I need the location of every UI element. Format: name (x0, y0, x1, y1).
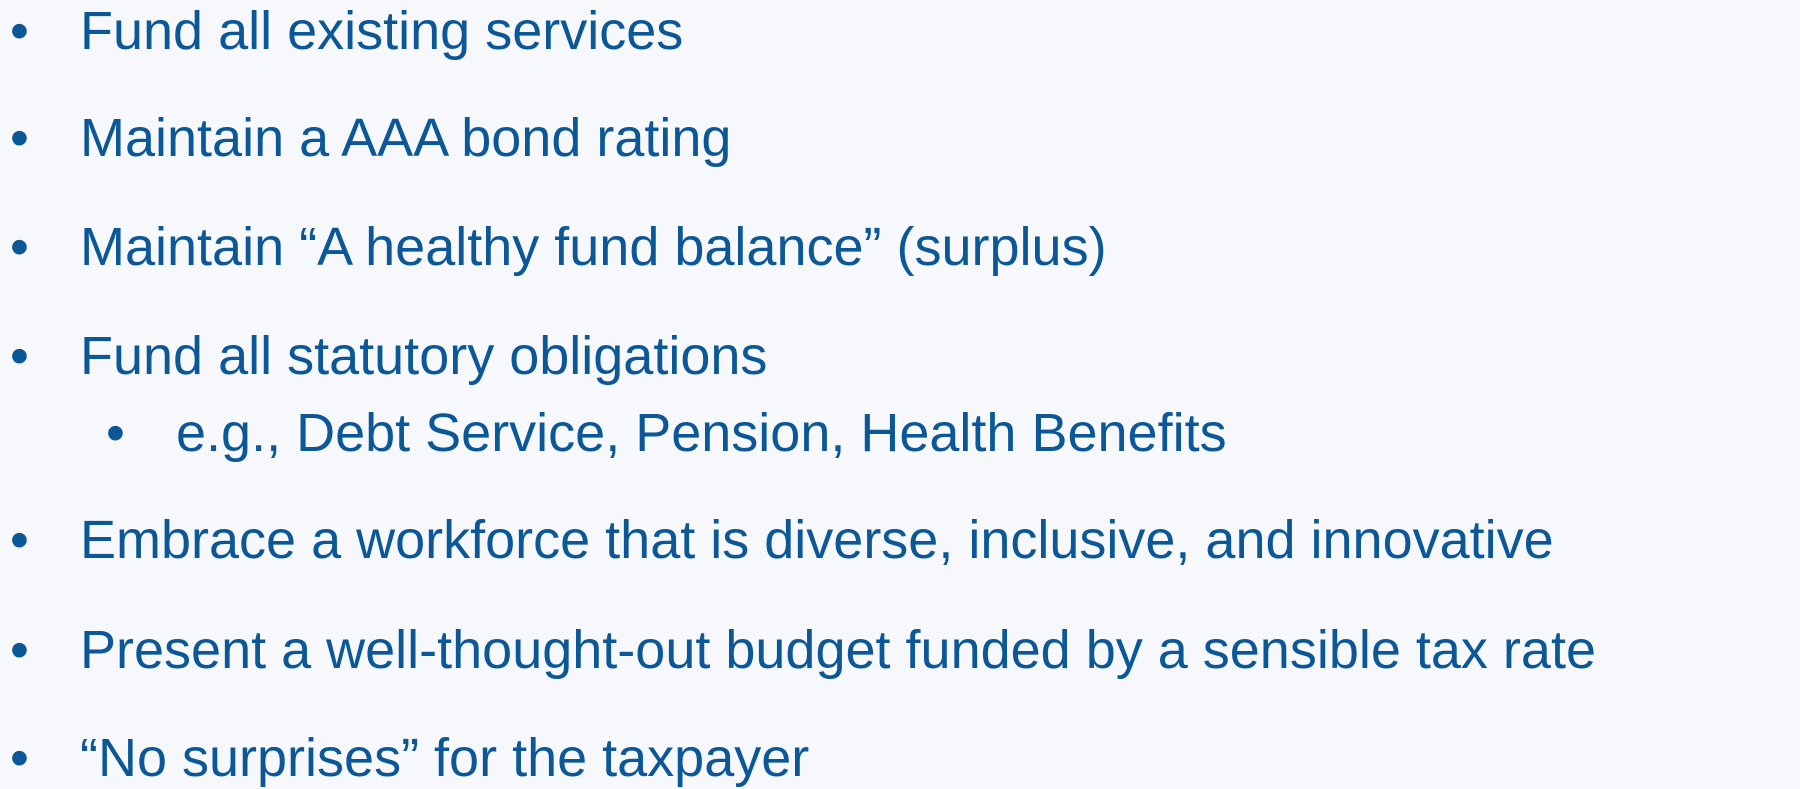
list-item: • Maintain a AAA bond rating (0, 108, 1800, 168)
bullet: • (10, 108, 29, 168)
list-item: • Fund all existing services (0, 1, 1800, 61)
bullet: • (10, 217, 29, 277)
list-item: • “No surprises” for the taxpayer (0, 728, 1800, 788)
list-item: • Present a well-thought-out budget funde… (0, 620, 1800, 680)
list-item: • Fund all statutory obligations (0, 326, 1800, 386)
bullet: • (10, 728, 29, 788)
bullet: • (106, 403, 125, 463)
item-text: “No surprises” for the taxpayer (80, 728, 810, 788)
item-text: Maintain a AAA bond rating (80, 108, 732, 168)
sub-item: • e.g., Debt Service, Pension, Health Ben… (0, 403, 1800, 463)
bullet: • (10, 1, 29, 61)
item-text: Present a well-thought-out budget funded… (80, 620, 1596, 680)
item-text: Embrace a workforce that is diverse, inc… (80, 510, 1554, 570)
list-item: • Maintain “A healthy fund balance” (surp… (0, 217, 1800, 277)
bullet: • (10, 620, 29, 680)
bullet: • (10, 326, 29, 386)
item-text: Maintain “A healthy fund balance” (surpl… (80, 217, 1107, 277)
bullet: • (10, 510, 29, 570)
sub-item-text: e.g., Debt Service, Pension, Health Bene… (176, 403, 1227, 463)
list-item: • Embrace a workforce that is diverse, in… (0, 510, 1800, 570)
item-text: Fund all existing services (80, 1, 684, 61)
item-text: Fund all statutory obligations (80, 326, 768, 386)
